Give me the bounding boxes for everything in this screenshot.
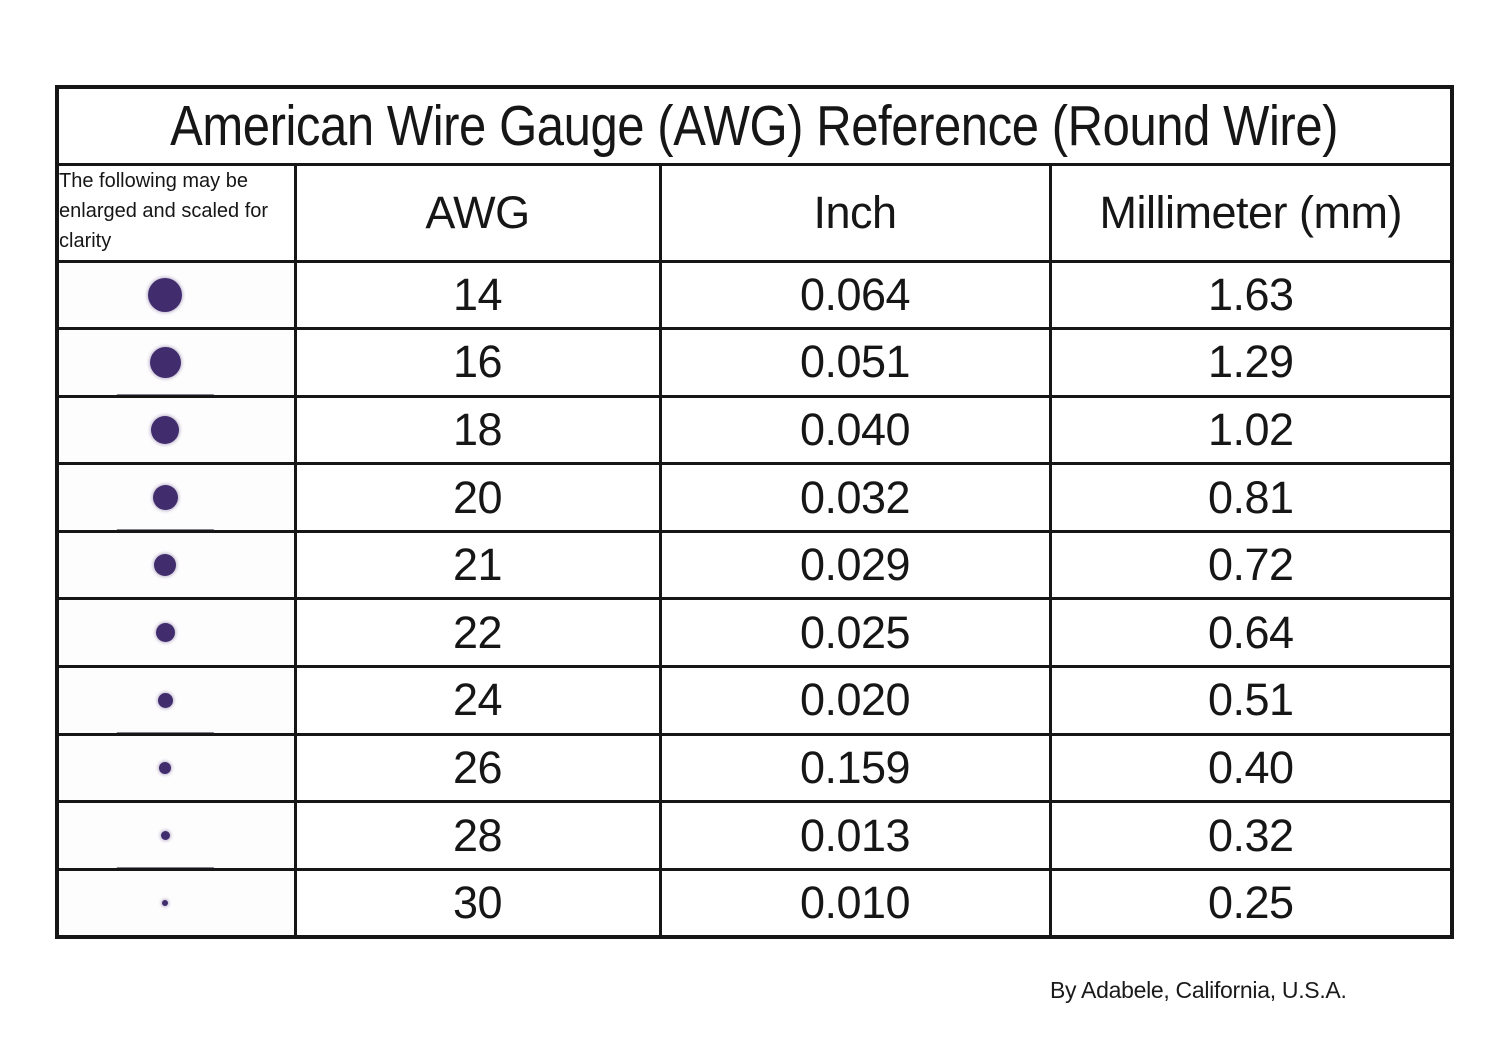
wire-dot <box>162 899 169 906</box>
table-row: 14 0.064 1.63 <box>55 259 1454 331</box>
wire-sample-cell <box>55 394 297 466</box>
awg-cell: 21 <box>293 529 662 601</box>
dot-wrap <box>60 277 283 312</box>
inch-cell: 0.020 <box>658 665 1052 736</box>
wire-dot <box>155 623 175 643</box>
wire-dot <box>151 415 180 444</box>
dot-wrap <box>60 899 283 906</box>
mm-cell: 1.02 <box>1048 394 1454 466</box>
wire-sample-cell <box>55 529 297 601</box>
wire-sample-cell <box>55 327 297 398</box>
wire-dot <box>149 346 181 378</box>
awg-cell: 28 <box>293 800 662 871</box>
awg-reference-table: American Wire Gauge (AWG) Reference (Rou… <box>55 85 1454 939</box>
dot-wrap <box>60 485 283 511</box>
awg-cell: 24 <box>293 665 662 736</box>
mm-cell: 0.51 <box>1048 665 1454 736</box>
table-row: 16 0.051 1.29 <box>55 327 1454 398</box>
awg-cell: 18 <box>293 394 662 466</box>
dot-wrap <box>60 415 283 444</box>
table-row: 26 0.159 0.40 <box>55 732 1454 804</box>
wire-sample-cell <box>55 732 297 804</box>
col-header-mm: Millimeter (mm) <box>1048 162 1454 263</box>
table-row: 18 0.040 1.02 <box>55 394 1454 466</box>
table-row: 20 0.032 0.81 <box>55 462 1454 533</box>
mm-cell: 0.64 <box>1048 597 1454 669</box>
scale-note-cell: The following may be enlarged and scaled… <box>55 162 297 263</box>
wire-sample-cell <box>55 259 297 331</box>
awg-cell: 14 <box>293 259 662 331</box>
inch-cell: 0.025 <box>658 597 1052 669</box>
inch-cell: 0.040 <box>658 394 1052 466</box>
table-row: 24 0.020 0.51 <box>55 665 1454 736</box>
scale-note: The following may be enlarged and scaled… <box>59 169 269 252</box>
table-row: 28 0.013 0.32 <box>55 800 1454 871</box>
awg-cell: 30 <box>293 867 662 939</box>
inch-cell: 0.029 <box>658 529 1052 601</box>
wire-dot <box>152 485 178 511</box>
mm-cell: 0.25 <box>1048 867 1454 939</box>
mm-cell: 0.40 <box>1048 732 1454 804</box>
wire-dot <box>159 761 172 774</box>
inch-cell: 0.032 <box>658 462 1052 533</box>
inch-cell: 0.013 <box>658 800 1052 871</box>
mm-cell: 0.32 <box>1048 800 1454 871</box>
table-header-row: The following may be enlarged and scaled… <box>55 162 1454 263</box>
dot-wrap <box>60 623 283 643</box>
awg-cell: 20 <box>293 462 662 533</box>
table-title-cell: American Wire Gauge (AWG) Reference (Rou… <box>55 85 1454 166</box>
table-title-row: American Wire Gauge (AWG) Reference (Rou… <box>55 85 1454 166</box>
table-row: 30 0.010 0.25 <box>55 867 1454 939</box>
table-row: 21 0.029 0.72 <box>55 529 1454 601</box>
dot-wrap <box>60 831 283 841</box>
wire-dot <box>157 692 173 708</box>
dot-wrap <box>60 692 283 708</box>
wire-dot <box>160 831 170 841</box>
mm-cell: 1.63 <box>1048 259 1454 331</box>
wire-dot <box>154 554 177 577</box>
wire-sample-cell <box>55 665 297 736</box>
dot-wrap <box>60 761 283 774</box>
page-title: American Wire Gauge (AWG) Reference (Rou… <box>170 93 1339 158</box>
wire-sample-cell <box>55 597 297 669</box>
wire-dot <box>148 277 183 312</box>
inch-cell: 0.064 <box>658 259 1052 331</box>
wire-sample-cell <box>55 867 297 939</box>
dot-wrap <box>60 346 283 378</box>
dot-wrap <box>60 554 283 577</box>
col-header-awg: AWG <box>293 162 662 263</box>
inch-cell: 0.159 <box>658 732 1052 804</box>
wire-sample-cell <box>55 800 297 871</box>
mm-cell: 0.81 <box>1048 462 1454 533</box>
col-header-inch: Inch <box>658 162 1052 263</box>
awg-cell: 16 <box>293 327 662 398</box>
mm-cell: 1.29 <box>1048 327 1454 398</box>
mm-cell: 0.72 <box>1048 529 1454 601</box>
inch-cell: 0.010 <box>658 867 1052 939</box>
awg-cell: 26 <box>293 732 662 804</box>
table-row: 22 0.025 0.64 <box>55 597 1454 669</box>
inch-cell: 0.051 <box>658 327 1052 398</box>
wire-sample-cell <box>55 462 297 533</box>
awg-cell: 22 <box>293 597 662 669</box>
attribution-text: By Adabele, California, U.S.A. <box>1050 977 1347 1003</box>
